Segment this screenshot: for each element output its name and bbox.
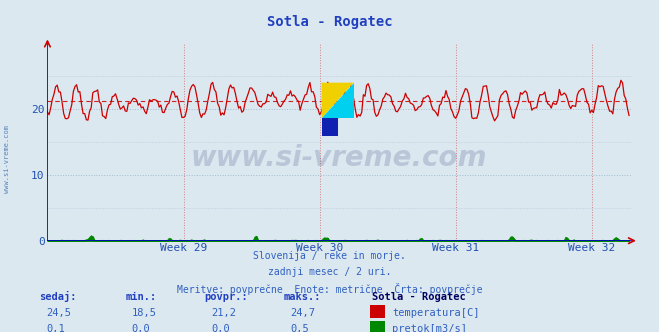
Text: 24,7: 24,7 — [290, 308, 315, 318]
Text: 24,5: 24,5 — [46, 308, 71, 318]
Text: www.si-vreme.com: www.si-vreme.com — [3, 125, 10, 193]
Text: pretok[m3/s]: pretok[m3/s] — [392, 324, 467, 332]
Text: 0,1: 0,1 — [46, 324, 65, 332]
Text: Slovenija / reke in morje.: Slovenija / reke in morje. — [253, 251, 406, 261]
Text: www.si-vreme.com: www.si-vreme.com — [191, 144, 487, 172]
Text: 0,0: 0,0 — [211, 324, 229, 332]
Text: Meritve: povprečne  Enote: metrične  Črta: povprečje: Meritve: povprečne Enote: metrične Črta:… — [177, 283, 482, 294]
Text: sedaj:: sedaj: — [40, 291, 77, 302]
Polygon shape — [322, 83, 354, 118]
Text: 0,0: 0,0 — [132, 324, 150, 332]
Polygon shape — [322, 83, 354, 118]
Text: Sotla - Rogatec: Sotla - Rogatec — [267, 15, 392, 29]
Text: zadnji mesec / 2 uri.: zadnji mesec / 2 uri. — [268, 267, 391, 277]
Text: povpr.:: povpr.: — [204, 292, 248, 302]
Text: maks.:: maks.: — [283, 292, 321, 302]
Text: temperatura[C]: temperatura[C] — [392, 308, 480, 318]
Text: Sotla - Rogatec: Sotla - Rogatec — [372, 292, 466, 302]
Polygon shape — [322, 118, 337, 136]
Text: 0,5: 0,5 — [290, 324, 308, 332]
Text: 21,2: 21,2 — [211, 308, 236, 318]
Text: 18,5: 18,5 — [132, 308, 157, 318]
Text: min.:: min.: — [125, 292, 156, 302]
